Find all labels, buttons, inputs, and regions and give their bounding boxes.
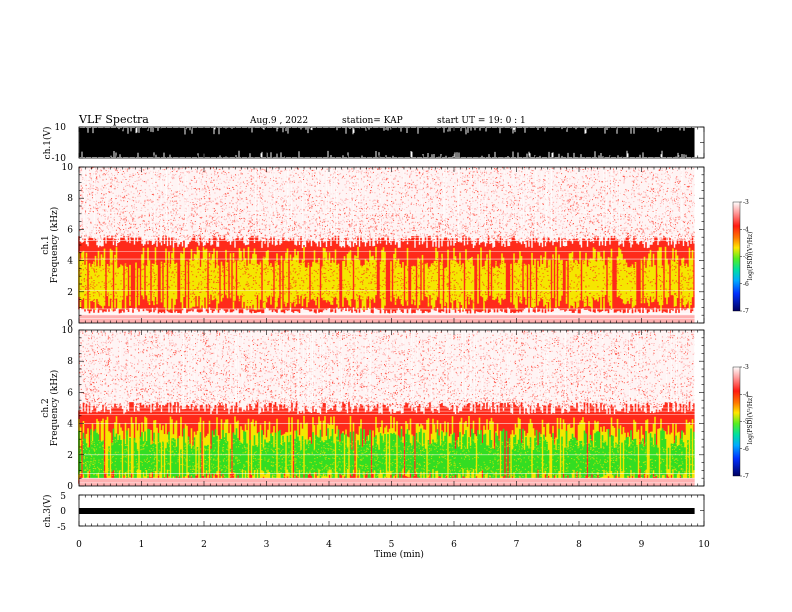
ch3-ytick-top: 5: [60, 492, 66, 502]
spec2-ytick-label: 2: [67, 451, 73, 461]
colorbar-tick-label: -5: [743, 254, 749, 261]
spec1-ytick-label: 8: [67, 194, 73, 204]
ch2-spec-ylabel-line2: Frequency (kHz): [49, 370, 60, 447]
spec1-ytick-label: 2: [67, 288, 73, 298]
ch1-colorbar-ticks: -3 -4 -5 -6 -7: [740, 199, 749, 315]
ch1-colorbar: -3 -4 -5 -6 -7 log(PSD)(V²/Hz): [732, 199, 754, 315]
x-tick-label: 9: [639, 540, 645, 550]
colorbar-tick-label: -6: [743, 446, 749, 453]
ch3-ytick-bottom: -5: [57, 523, 66, 533]
colorbar-tick-label: -7: [743, 473, 749, 480]
spec2-ytick-label: 4: [67, 420, 73, 430]
x-tick-label: 0: [76, 540, 82, 550]
colorbar-tick-label: -4: [743, 391, 749, 398]
spec2-ytick-label: 10: [62, 326, 74, 336]
colorbar-tick-label: -7: [743, 308, 749, 315]
station-label: station= KAP: [342, 116, 403, 126]
ch1-spectrogram-ytick-labels: 0 2 4 6 8 10: [62, 163, 74, 329]
ch1-spectrogram-panel: 0 2 4 6 8 10 ch.1 Frequency (kHz): [41, 163, 705, 329]
ch1-wave-ylabel: ch.1(V): [42, 127, 53, 160]
ch1-wave-ytick-top: 10: [55, 123, 67, 133]
start-ut-label: start UT = 19: 0 : 1: [437, 116, 526, 126]
x-tick-label: 8: [576, 540, 582, 550]
ch1-colorbar-label: log(PSD)(V²/Hz): [747, 232, 754, 281]
colorbar-tick-label: -5: [743, 419, 749, 426]
x-tick-label: 6: [451, 540, 457, 550]
ch2-spectrogram-ticks: [78, 329, 705, 487]
spec2-ytick-label: 0: [67, 482, 73, 492]
x-tick-label: 2: [201, 540, 207, 550]
ch3-waveform-panel: 5 0 -5 ch.3(V): [42, 492, 705, 533]
colorbar-tick-label: -3: [743, 364, 749, 371]
ch2-colorbar-label: log(PSD)(V²/Hz): [747, 396, 754, 445]
ch1-wave-ytick-bottom: -10: [52, 154, 67, 164]
ch3-ytick-mid: 0: [60, 507, 66, 517]
colorbar-tick-label: -3: [743, 199, 749, 206]
spec1-ytick-label: 4: [67, 257, 73, 267]
x-tick-label: 3: [264, 540, 270, 550]
date-label: Aug.9 , 2022: [249, 116, 308, 126]
x-axis-tick-labels: 0 1 2 3 4 5 6 7 8 9 10: [76, 540, 710, 550]
ch2-spectrogram-ytick-labels: 0 2 4 6 8 10: [62, 326, 74, 492]
ch1-spectrogram-ticks: [78, 166, 705, 324]
ch2-colorbar-ticks: -3 -4 -5 -6 -7: [740, 364, 749, 480]
x-tick-label: 5: [389, 540, 395, 550]
colorbar-tick-label: -6: [743, 281, 749, 288]
ch1-spectrogram-image: [78, 166, 704, 323]
ch2-colorbar: -3 -4 -5 -6 -7 log(PSD)(V²/Hz): [732, 364, 754, 480]
x-axis-label: Time (min): [374, 549, 424, 560]
ch1-spec-ylabel-line1: ch.1: [41, 235, 51, 254]
ch1-spec-ylabel-line2: Frequency (kHz): [49, 207, 60, 284]
spec2-ytick-label: 6: [67, 388, 73, 398]
ch2-spectrogram-image: [78, 329, 704, 486]
ch2-spec-ylabel-line1: ch.2: [41, 398, 51, 417]
ch1-waveform-trace: [79, 128, 695, 157]
figure-title: VLF Spectra: [78, 113, 149, 126]
spec1-ytick-label: 6: [67, 225, 73, 235]
spec1-ytick-label: 10: [62, 163, 74, 173]
ch3-waveform-trace: [79, 508, 695, 514]
ch1-waveform-ticks: [78, 126, 705, 159]
ch2-spectrogram-panel: 0 2 4 6 8 10 ch.2 Frequency (kHz): [41, 326, 705, 492]
colorbar-tick-label: -4: [743, 226, 749, 233]
x-tick-label: 10: [698, 540, 710, 550]
ch3-waveform-ticks: [78, 494, 705, 527]
x-tick-label: 1: [139, 540, 145, 550]
spec2-ytick-label: 8: [67, 357, 73, 367]
ch3-ylabel: ch.3(V): [42, 495, 53, 528]
x-tick-label: 4: [326, 540, 332, 550]
x-tick-label: 7: [514, 540, 520, 550]
ch1-waveform-panel: 10 -10 ch.1(V): [42, 123, 705, 164]
spec1-ytick-label: 0: [67, 319, 73, 329]
